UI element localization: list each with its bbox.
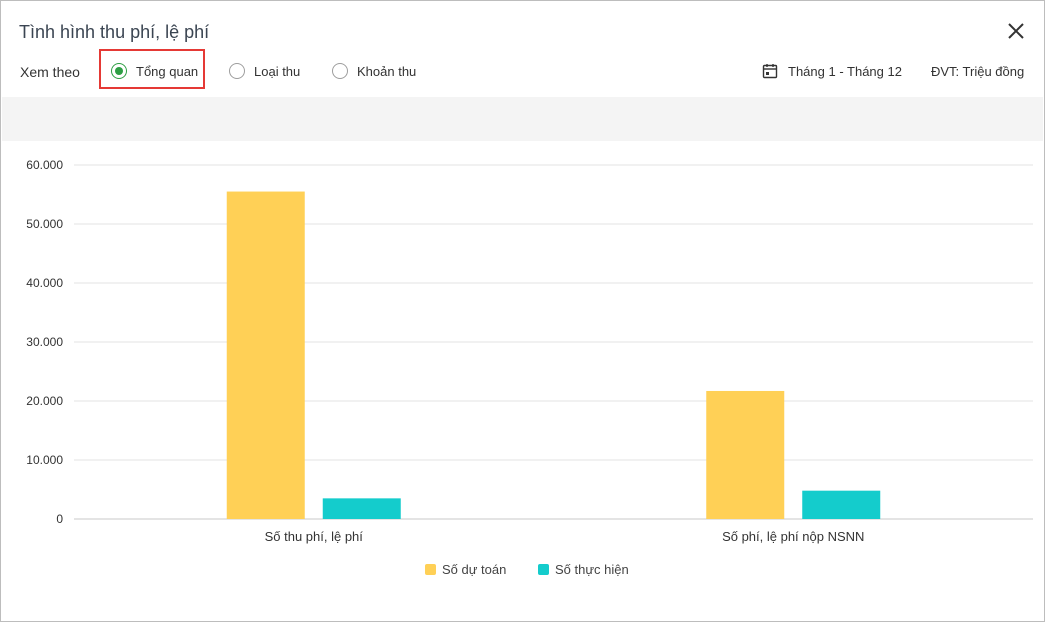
y-tick-label: 30.000 [26, 335, 63, 349]
legend-item-thuc-hien[interactable]: Số thực hiện [538, 562, 629, 577]
radio-label: Khoản thu [357, 63, 417, 79]
radio-label: Tổng quan [136, 63, 199, 79]
radio-khoan-thu[interactable]: Khoản thu [332, 62, 416, 80]
highlight-box [99, 49, 205, 89]
radio-loai-thu[interactable]: Loại thu [229, 62, 300, 80]
radio-tong-quan[interactable]: Tổng quan [111, 62, 198, 80]
view-by-label: Xem theo [20, 64, 80, 80]
radio-circle[interactable] [111, 63, 127, 79]
y-tick-label: 60.000 [26, 158, 63, 172]
y-tick-label: 40.000 [26, 276, 63, 290]
radio-circle[interactable] [332, 63, 348, 79]
close-icon[interactable] [1006, 21, 1026, 41]
calendar-icon [762, 64, 778, 79]
bar[interactable] [802, 490, 881, 519]
unit-label: ĐVT: Triệu đồng [931, 64, 1025, 79]
bar[interactable] [322, 498, 401, 519]
legend-swatch [425, 564, 436, 575]
y-tick-label: 0 [56, 512, 63, 526]
legend-label: Số thực hiện [555, 562, 629, 577]
radio-circle[interactable] [229, 63, 245, 79]
dialog-title: Tình hình thu phí, lệ phí [19, 22, 210, 42]
bar[interactable] [706, 390, 785, 519]
toolbar-band [2, 97, 1043, 141]
y-tick-label: 20.000 [26, 394, 63, 408]
x-tick-label: Số thu phí, lệ phí [265, 529, 364, 544]
legend-label: Số dự toán [442, 562, 507, 577]
legend-swatch [538, 564, 549, 575]
period-label: Tháng 1 - Tháng 12 [788, 63, 902, 79]
bar-chart: 0 10.000 20.000 30.000 40.000 50.000 60.000 Số … [26, 158, 1033, 544]
y-tick-label: 50.000 [26, 217, 63, 231]
y-tick-label: 10.000 [26, 453, 63, 467]
period-picker[interactable]: Tháng 1 - Tháng 12 [762, 62, 902, 80]
x-tick-label: Số phí, lệ phí nộp NSNN [722, 529, 864, 544]
radio-label: Loại thu [254, 63, 301, 79]
legend-item-du-toan[interactable]: Số dự toán [425, 562, 506, 577]
bar[interactable] [226, 191, 305, 520]
